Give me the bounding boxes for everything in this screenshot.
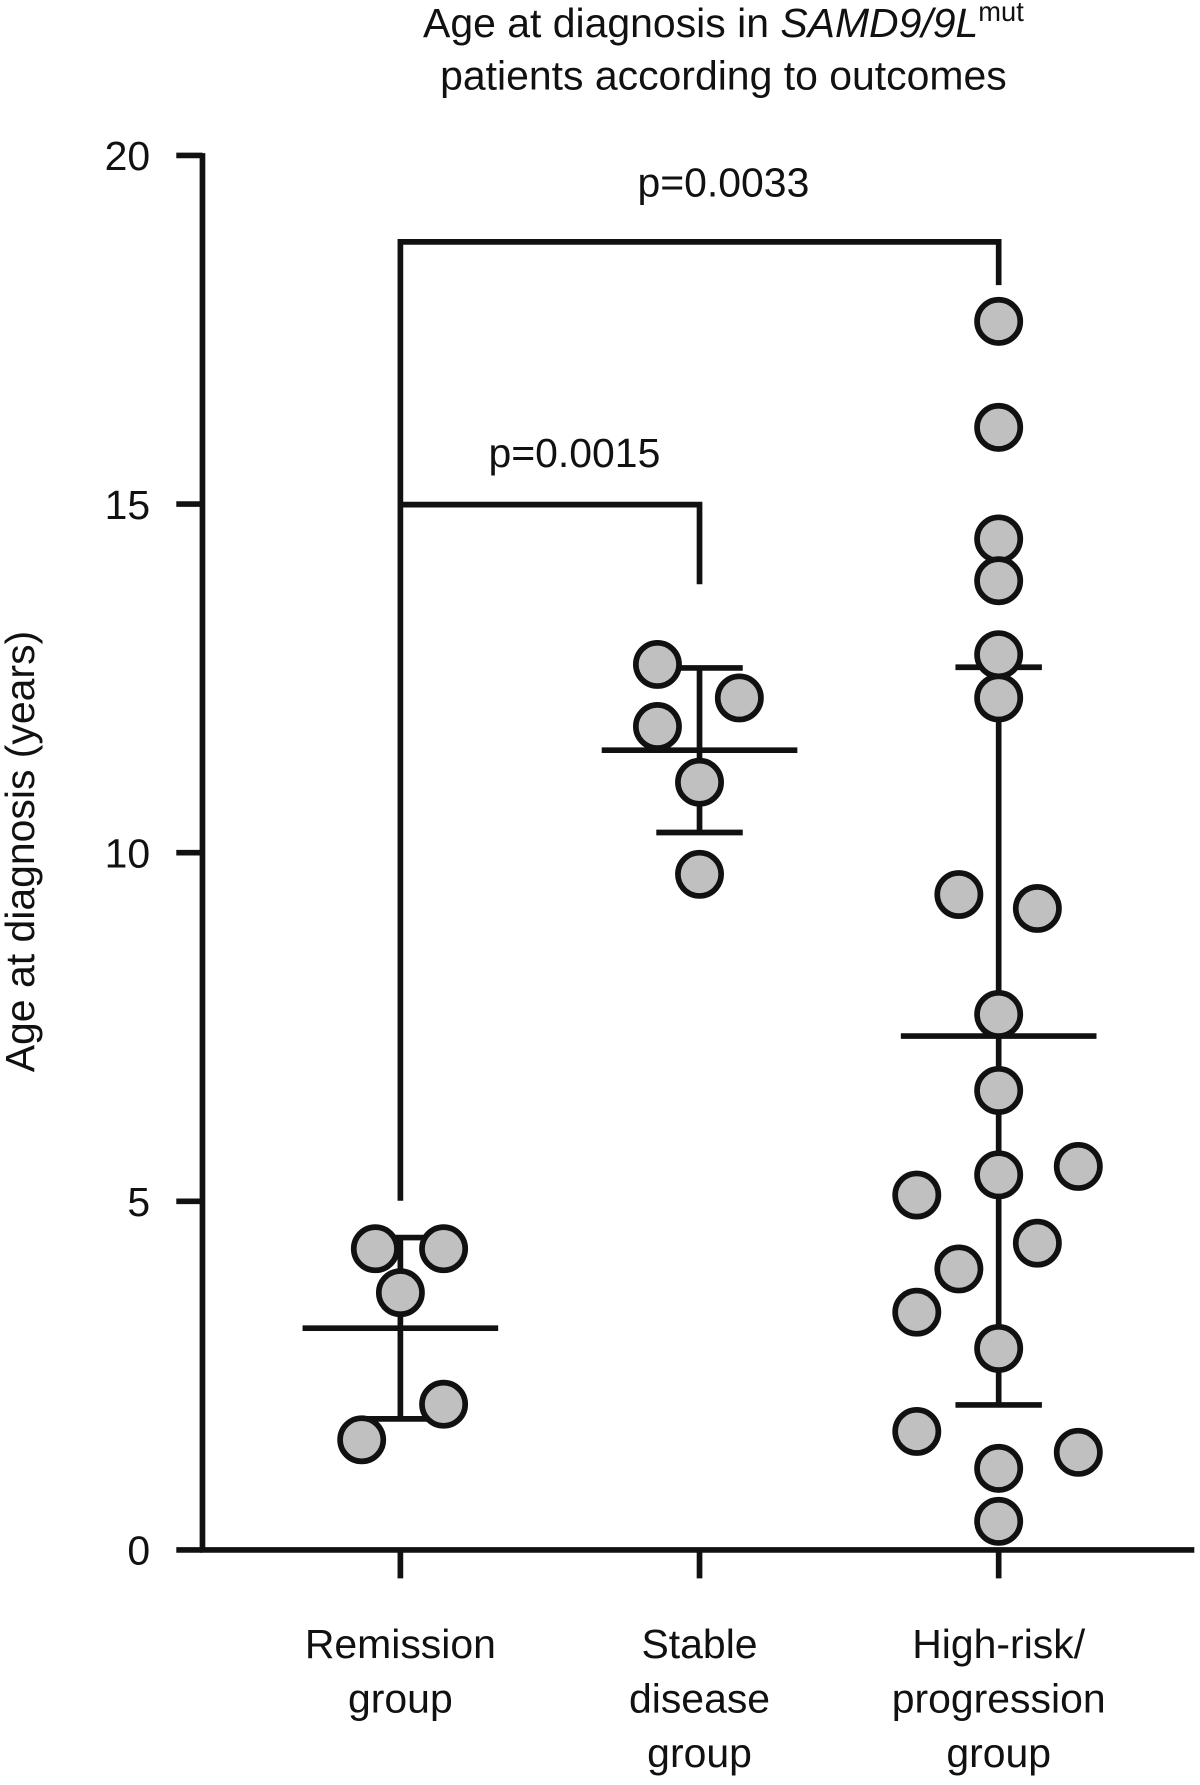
x-tick-label: Remission group: [305, 1621, 496, 1722]
data-point: [419, 1224, 469, 1274]
data-point: [892, 1170, 942, 1220]
data-point: [974, 1150, 1024, 1200]
data-point: [1053, 1427, 1103, 1477]
y-tick-label: 15: [105, 482, 151, 528]
data-point: [632, 702, 682, 751]
x-tick-label-line: disease: [629, 1676, 770, 1722]
chart-title: Age at diagnosis in SAMD9/9Lmut: [423, 0, 1024, 46]
data-point: [974, 989, 1024, 1039]
data-point: [419, 1379, 469, 1429]
x-tick-label-line: progression: [892, 1676, 1106, 1722]
data-point: [675, 849, 724, 899]
data-point: [974, 402, 1024, 452]
data-point: [934, 870, 984, 919]
data-point: [714, 673, 764, 723]
p-value: p=0.0015: [488, 430, 660, 476]
x-tick-label-line: group: [647, 1730, 752, 1776]
chart-title: patients according to outcomes: [440, 52, 1007, 98]
data-point: [632, 639, 682, 689]
data-point: [675, 757, 724, 807]
data-point: [974, 1323, 1024, 1373]
data-point: [974, 1065, 1024, 1115]
title-superscript: mut: [978, 0, 1024, 27]
data-point: [375, 1268, 425, 1318]
data-point: [892, 1406, 942, 1456]
y-tick-label: 10: [105, 830, 151, 876]
data-point: [974, 1496, 1024, 1546]
plot-area: 0 5 10 15 20 Remission group Stable disease group…: [105, 133, 1195, 1776]
data-point: [337, 1415, 387, 1465]
data-point: [974, 296, 1024, 346]
data-point: [974, 514, 1024, 564]
y-tick-label: 20: [105, 133, 151, 179]
data-point: [974, 556, 1024, 606]
y-tick-label: 5: [127, 1179, 150, 1225]
significance-bracket: [397, 239, 1002, 1201]
data-point: [974, 673, 1024, 723]
x-tick-label-line: Remission: [305, 1621, 496, 1667]
data-point: [350, 1224, 400, 1274]
data-point: [1053, 1141, 1103, 1191]
y-axis-label: Age at diagnosis (years): [0, 631, 43, 1072]
data-point: [934, 1244, 984, 1294]
x-tick-label: Stable disease group: [629, 1621, 770, 1776]
x-tick-label-line: group: [946, 1730, 1051, 1776]
x-tick-label-line: High-risk/: [912, 1621, 1085, 1667]
data-point: [892, 1287, 942, 1337]
data-point: [1012, 884, 1062, 933]
x-tick-label-line: group: [348, 1676, 453, 1722]
p-value: p=0.0033: [637, 159, 809, 205]
y-tick-label: 0: [127, 1528, 150, 1574]
significance-bracket: [400, 501, 703, 585]
data-point: [1012, 1218, 1062, 1268]
data-point: [974, 630, 1024, 680]
x-tick-label: High-risk/progression group: [892, 1621, 1106, 1776]
data-point: [974, 1443, 1024, 1493]
title-text: Age at diagnosis in: [423, 0, 769, 46]
x-tick-label-line: Stable: [641, 1621, 757, 1667]
title-gene: SAMD9/9L: [780, 0, 978, 46]
